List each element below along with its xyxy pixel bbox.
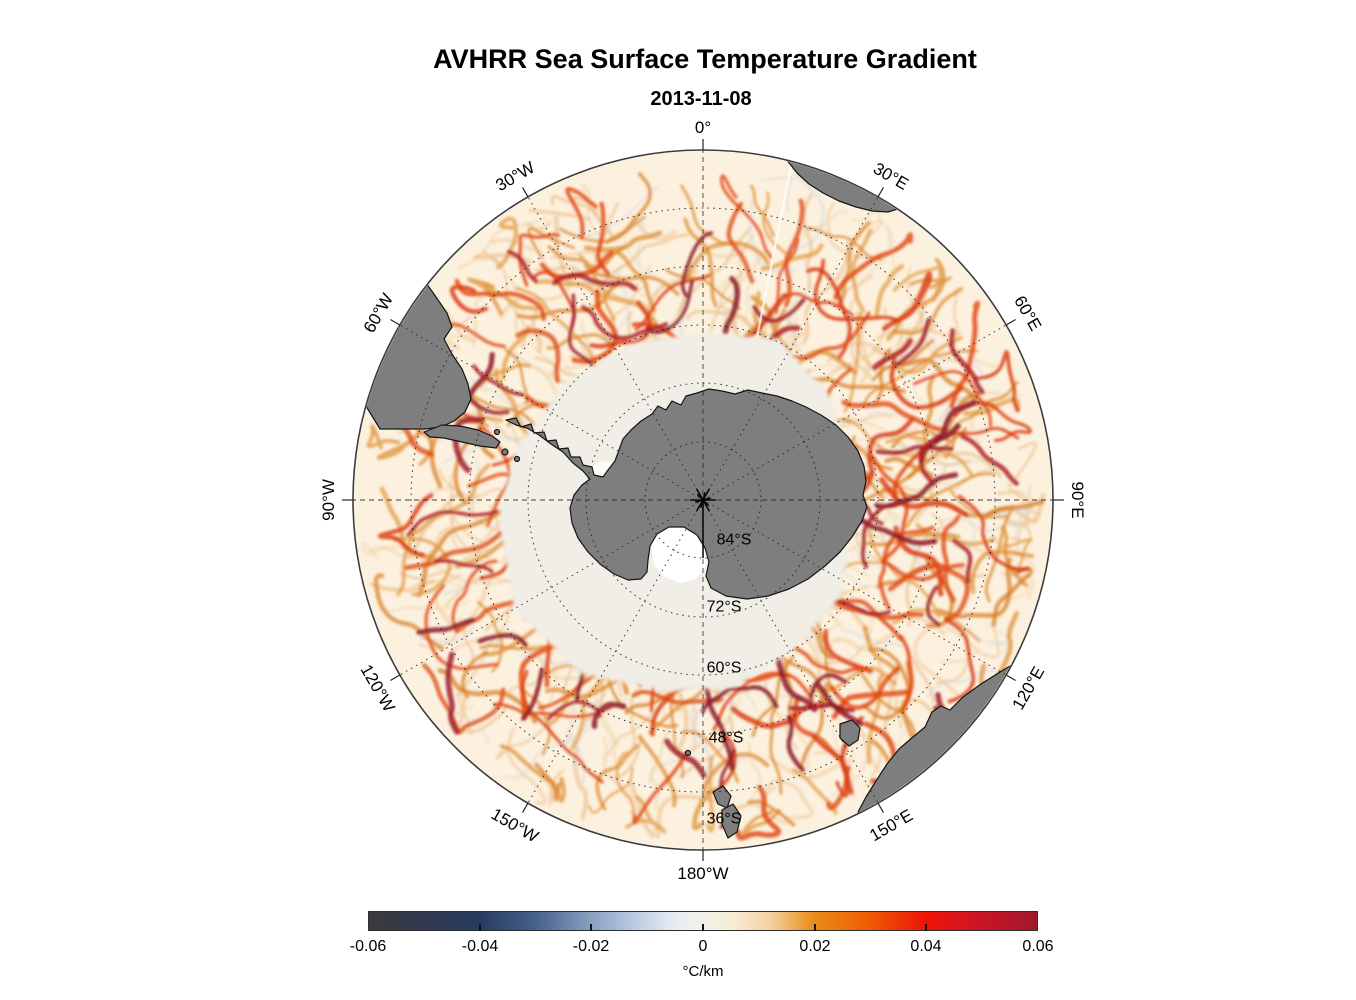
- lon-label-90w: 90°W: [319, 479, 338, 521]
- colorbar-tick: [590, 924, 592, 931]
- lon-label-30w: 30°W: [492, 158, 538, 195]
- lon-label-90e: 90°E: [1068, 481, 1087, 518]
- lon-label-30e: 30°E: [870, 159, 912, 194]
- colorbar-tick: [702, 924, 704, 931]
- figure-title: AVHRR Sea Surface Temperature Gradient: [433, 44, 977, 74]
- lat-label-84s: 84°S: [717, 532, 752, 549]
- colorbar-tick: [925, 924, 927, 931]
- lon-label-180w: 180°W: [677, 864, 728, 883]
- tierra-del-fuego-island: [423, 424, 501, 449]
- colorbar-tick-label: 0.06: [1022, 938, 1054, 955]
- antarctica-landmass: [505, 388, 868, 600]
- lon-label-150w: 150°W: [488, 804, 542, 846]
- figure-subtitle: 2013-11-08: [650, 88, 752, 110]
- small-island: [513, 455, 521, 463]
- small-island: [684, 749, 692, 757]
- new-zealand-landmass: [721, 803, 742, 839]
- lon-label-0: 0°: [695, 118, 711, 137]
- lat-label-48s: 48°S: [709, 730, 744, 747]
- data-gap-streak: [754, 156, 795, 343]
- lon-label-150e: 150°E: [866, 806, 916, 846]
- lat-label-36s: 36°S: [707, 811, 742, 828]
- south-pole-marker: [690, 488, 716, 512]
- colorbar-tick-label: 0.04: [910, 938, 942, 955]
- longitude-ticks: [342, 139, 1064, 861]
- colorbar-tick-label: 0.02: [799, 938, 831, 955]
- small-island: [493, 428, 501, 436]
- small-island: [501, 448, 509, 456]
- colorbar-tick: [814, 924, 816, 931]
- lat-label-60s: 60°S: [707, 660, 742, 677]
- lon-label-60e: 60°E: [1010, 292, 1045, 334]
- lat-label-72s: 72°S: [707, 599, 742, 616]
- colorbar-tick-label: 0: [698, 938, 708, 955]
- lon-label-120e: 120°E: [1009, 663, 1049, 713]
- colorbar-tick-label: -0.06: [349, 938, 387, 955]
- tasmania-landmass: [839, 719, 861, 747]
- lon-label-60w: 60°W: [360, 290, 397, 336]
- new-zealand-landmass: [712, 785, 732, 809]
- lon-label-120w: 120°W: [357, 661, 399, 715]
- graticule: [353, 150, 1053, 850]
- colorbar-unit-label: °C/km: [682, 963, 724, 980]
- colorbar-tick-label: -0.04: [461, 938, 499, 955]
- colorbar-tick-label: -0.02: [572, 938, 610, 955]
- colorbar-tick: [479, 924, 481, 931]
- ross-ice-shelf: [651, 518, 709, 583]
